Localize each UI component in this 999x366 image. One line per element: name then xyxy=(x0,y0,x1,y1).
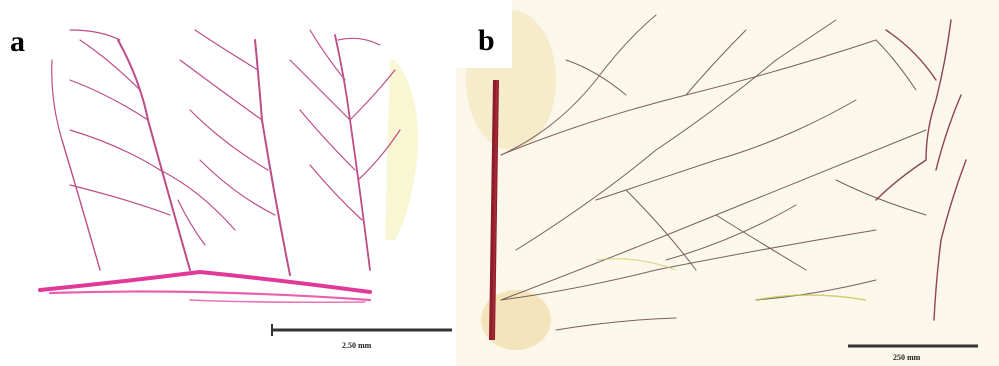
panel-b: b 250 mm xyxy=(456,0,999,366)
panel-label-b-background xyxy=(456,0,512,68)
scale-bar-label-a: 2.50 mm xyxy=(342,341,372,350)
panel-label-a: a xyxy=(10,25,25,58)
scale-bar-label-b: 250 mm xyxy=(893,353,921,362)
leaf-venation-image-b xyxy=(456,0,999,366)
panel-a: a 2.50 mm xyxy=(0,0,452,366)
panel-label-b: b xyxy=(478,24,495,57)
scale-bar-a xyxy=(271,324,452,336)
leaf-venation-image-a xyxy=(38,29,452,336)
